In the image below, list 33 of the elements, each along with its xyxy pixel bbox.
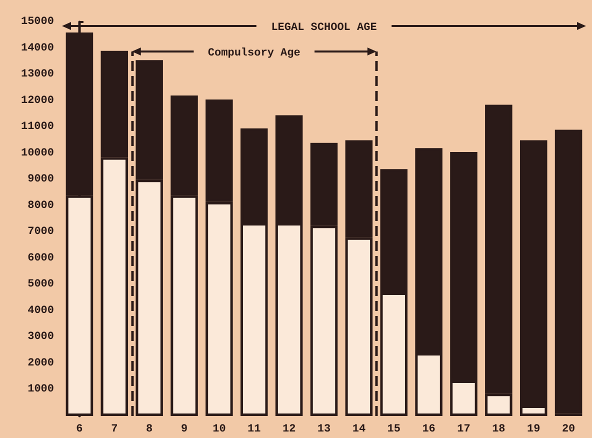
x-tick-label: 13	[317, 424, 331, 436]
y-tick-label: 9000	[28, 174, 54, 186]
y-tick-label: 6000	[28, 252, 54, 264]
x-tick-label: 17	[457, 424, 470, 436]
annotation: LEGAL SCHOOL AGE	[271, 22, 378, 34]
y-tick-label: 7000	[28, 226, 54, 238]
y-tick-label: 4000	[28, 304, 54, 317]
x-tick-label: 9	[180, 424, 188, 436]
x-tick-label: 20	[562, 424, 576, 436]
y-tick-label: 10000	[20, 147, 54, 160]
annotation: Compulsory Age	[208, 48, 301, 60]
x-tick-label: 12	[282, 424, 296, 436]
x-tick-label: 16	[422, 424, 436, 436]
x-tick-label: 6	[76, 424, 83, 436]
y-tick-label: 12000	[20, 94, 54, 107]
x-tick-label: 19	[527, 424, 540, 436]
bar	[554, 130, 582, 414]
x-tick-label: 10	[212, 424, 226, 436]
y-tick-label: 8000	[28, 200, 54, 212]
x-tick-label: 18	[492, 424, 506, 436]
x-tick-label: 14	[352, 424, 366, 436]
y-tick-label: 14000	[20, 42, 54, 54]
y-tick-label: 2000	[28, 357, 54, 370]
x-tick-label: 11	[248, 424, 262, 436]
y-tick-label: 15000	[20, 16, 54, 28]
x-tick-label: 15	[387, 424, 401, 436]
x-tick-label: 8	[146, 424, 154, 436]
y-tick-label: 11000	[20, 121, 54, 134]
y-tick-label: 3000	[28, 331, 54, 344]
y-tick-label: 1000	[28, 384, 54, 396]
x-tick-label: 7	[111, 424, 118, 436]
y-tick-label: 13000	[20, 68, 54, 81]
y-tick-label: 5000	[28, 278, 54, 291]
